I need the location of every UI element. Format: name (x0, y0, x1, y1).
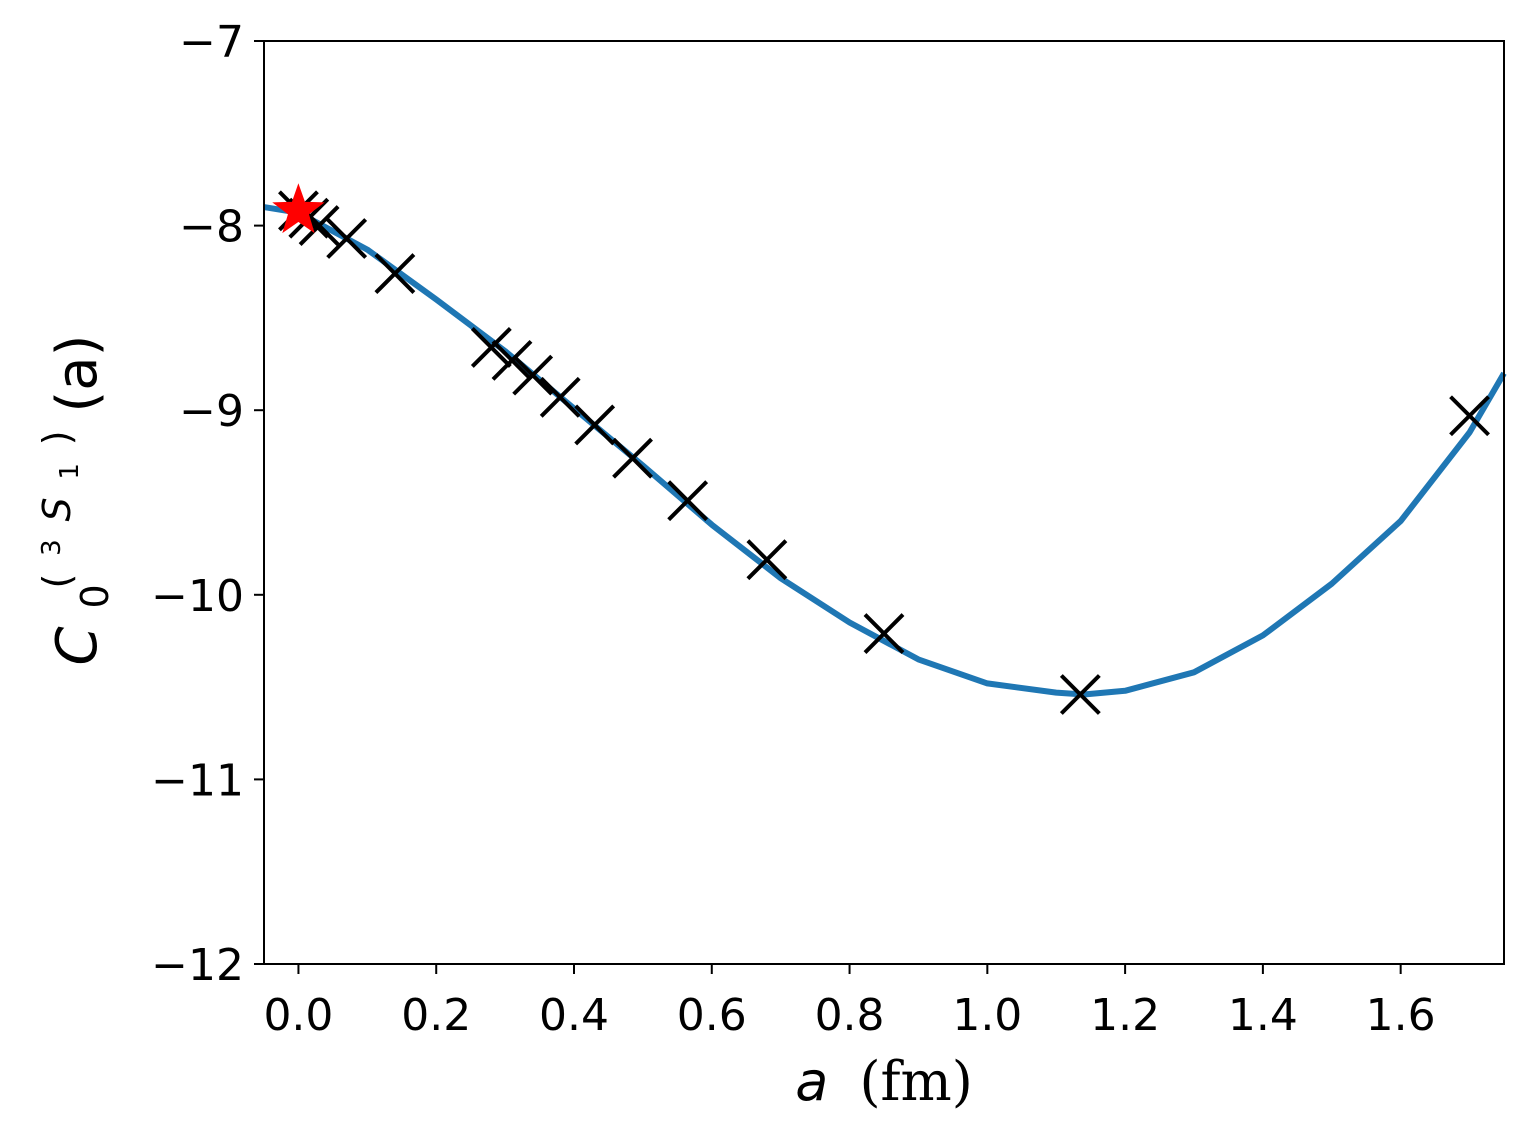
axes-frame (263, 40, 1505, 965)
y-label-sup-num: 3 (37, 539, 67, 556)
x-axis-symbol: a (795, 1050, 828, 1113)
series-line (263, 204, 1507, 698)
y-label-sup-close: ) (35, 430, 79, 445)
x-tick-label: 1.2 (1090, 990, 1160, 1041)
x-marker-point (539, 376, 581, 418)
y-label-sup-letter-sub: 1 (55, 463, 85, 480)
x-marker-point (863, 613, 905, 654)
y-tick-label: −10 (151, 571, 244, 622)
x-marker-point (1059, 674, 1101, 715)
x-axis-unit: (fm) (859, 1050, 972, 1113)
y-axis-label: C 0 ( 3 S 1 ) (a) (9, 335, 122, 666)
x-tick-label: 0.8 (815, 990, 885, 1041)
x-tick-label: 1.0 (952, 990, 1022, 1041)
x-marker-point (667, 480, 709, 522)
y-label-sup-letter: S (35, 497, 79, 521)
x-marker-point (512, 354, 554, 396)
x-marker-point (374, 253, 416, 295)
y-label-sup-open: ( (35, 574, 79, 589)
x-axis: 0.0 0.2 0.4 0.6 0.8 1.0 1.2 1.4 1.6 (263, 964, 1436, 1041)
y-label-base: C (45, 626, 110, 665)
y-axis: −7 −8 −9 −10 −11 −12 (151, 17, 264, 991)
y-tick-label: −9 (179, 386, 244, 437)
x-tick-label: 1.4 (1228, 990, 1298, 1041)
y-label-arg: (a) (45, 335, 110, 413)
x-tick-label: 0.4 (539, 990, 609, 1041)
x-marker-point (491, 339, 533, 381)
x-marker-point (612, 437, 653, 479)
y-tick-label: −8 (179, 202, 244, 253)
x-tick-label: 0.6 (677, 990, 747, 1041)
x-marker-point (1449, 395, 1490, 437)
x-marker-point (746, 539, 788, 581)
x-marker-point (574, 404, 616, 446)
y-tick-label: −12 (151, 940, 244, 991)
x-tick-label: 0.0 (263, 990, 333, 1041)
x-marker-point (470, 327, 512, 368)
plot-area (263, 183, 1507, 715)
x-tick-label: 1.6 (1366, 990, 1436, 1041)
y-tick-label: −7 (179, 17, 244, 68)
x-tick-label: 0.2 (401, 990, 471, 1041)
x-marker-point (326, 218, 368, 259)
svg-text:C 0 ( 3: C 0 ( 3 S 1 ) (a) (9, 335, 122, 666)
x-axis-label: a (fm) (795, 1050, 973, 1113)
y-tick-label: −11 (151, 755, 244, 806)
star-marker-point (272, 183, 325, 234)
y-label-sub: 0 (73, 584, 117, 608)
